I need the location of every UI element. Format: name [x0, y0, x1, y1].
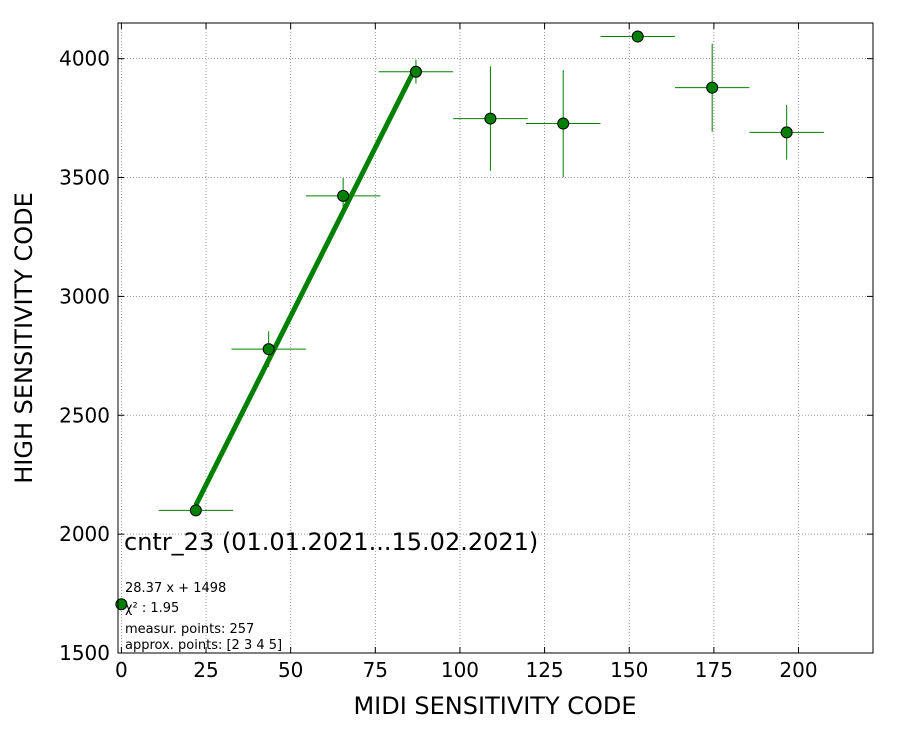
x-tick-label: 25	[193, 658, 218, 682]
data-point	[262, 343, 275, 356]
chi-square: χ² : 1.95	[125, 601, 179, 616]
x-tick-label: 175	[695, 658, 733, 682]
x-tick-label: 100	[441, 658, 479, 682]
fit-line	[193, 65, 419, 507]
y-tick-label: 3500	[59, 166, 110, 190]
data-point	[189, 504, 202, 517]
error-bars	[158, 36, 824, 516]
data-point	[706, 81, 719, 94]
y-axis-label: HIGH SENSITIVITY CODE	[10, 192, 38, 484]
data-point	[557, 117, 570, 130]
x-tick-label: 125	[525, 658, 563, 682]
x-tick-label: 50	[278, 658, 303, 682]
x-axis-label: MIDI SENSITIVITY CODE	[353, 692, 636, 720]
data-point	[337, 189, 350, 202]
data-point	[631, 30, 644, 43]
y-tick-label: 2500	[59, 403, 110, 427]
chart-title: cntr_23 (01.01.2021...15.02.2021)	[124, 528, 538, 556]
x-tick-label: 150	[610, 658, 648, 682]
measur-points: measur. points: 257	[125, 622, 254, 637]
y-tick-label: 2000	[59, 522, 110, 546]
plot-frame	[117, 22, 874, 654]
y-tick-label: 3000	[59, 284, 110, 308]
grid	[118, 23, 873, 654]
fit-line-group	[193, 65, 419, 507]
y-tick-label: 4000	[59, 47, 110, 71]
y-tick-label: 1500	[59, 641, 110, 665]
x-tick-label: 0	[115, 658, 128, 682]
data-point	[780, 126, 793, 139]
data-points	[115, 30, 793, 611]
data-point	[484, 112, 497, 125]
approx-points: approx. points: [2 3 4 5]	[125, 638, 282, 653]
axis-ticks: 0 25 50 75 100 125 150 175 200 1500 2000 2500 3000 35…	[59, 23, 873, 682]
data-point	[115, 598, 128, 611]
data-point	[409, 65, 422, 78]
x-tick-label: 75	[363, 658, 388, 682]
x-tick-label: 200	[779, 658, 817, 682]
fit-equation: 28.37 x + 1498	[125, 581, 226, 596]
